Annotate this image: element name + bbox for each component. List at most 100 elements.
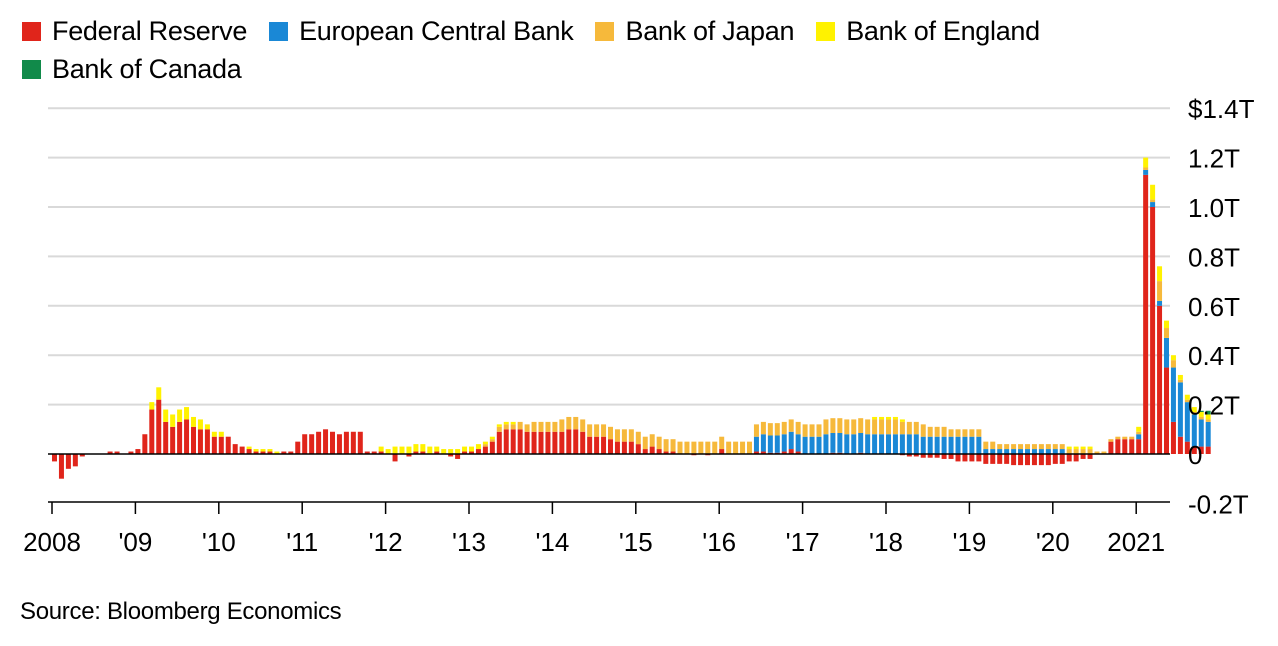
bar-segment: [1136, 431, 1142, 435]
legend-swatch: [269, 21, 289, 41]
bar-segment: [781, 434, 787, 452]
bar-segment: [538, 421, 544, 432]
bar-segment: [65, 454, 71, 469]
bar-segment: [184, 407, 190, 420]
legend-item: European Central Bank: [269, 12, 574, 50]
bar-segment: [295, 441, 301, 454]
bar-segment: [52, 454, 57, 462]
grid: [48, 107, 1170, 406]
x-tick-label: '13: [452, 527, 486, 557]
bar-segment: [545, 421, 551, 432]
y-tick-label: 1.0T: [1188, 193, 1240, 223]
bar-segment: [753, 436, 759, 452]
bar-segment: [983, 449, 989, 454]
legend-swatch: [816, 21, 836, 41]
bar-segment: [670, 439, 676, 452]
x-tick-label: 2021: [1107, 527, 1165, 557]
bar-segment: [364, 451, 370, 454]
bar-segment: [628, 429, 634, 442]
bar-segment: [990, 454, 996, 464]
bar-segment: [448, 454, 454, 457]
bar-segment: [489, 441, 495, 454]
bar-segment: [274, 451, 280, 454]
bar-segment: [1184, 402, 1190, 442]
bar-segment: [573, 416, 579, 430]
bar-segment: [204, 429, 210, 454]
bar-segment: [566, 416, 572, 430]
bar-segment: [927, 454, 933, 458]
bar-segment: [816, 436, 822, 454]
bar-segment: [997, 449, 1003, 454]
bar-segment: [1031, 454, 1037, 466]
bar-segment: [608, 439, 613, 454]
bar-segment: [1080, 449, 1086, 454]
bar-segment: [434, 446, 440, 452]
bar-segment: [462, 451, 468, 454]
bar-segment: [844, 434, 850, 454]
bar-segment: [225, 436, 231, 454]
bar-segment: [621, 429, 627, 442]
legend-label: European Central Bank: [299, 15, 574, 46]
bar-segment: [309, 434, 315, 454]
bar-segment: [1164, 337, 1169, 368]
bar-segment: [698, 441, 704, 454]
bar-segment: [218, 431, 224, 437]
bar-segment: [656, 449, 662, 454]
bar-segment: [1066, 454, 1072, 462]
bar-segment: [357, 431, 363, 454]
bar-segment: [1018, 449, 1024, 454]
bar-segment: [1038, 449, 1044, 454]
bar-segment: [1150, 199, 1156, 203]
bar-segment: [872, 434, 878, 454]
bar-segment: [823, 434, 829, 454]
bar-segment: [976, 436, 982, 454]
bar-segment: [58, 454, 64, 479]
x-tick-label: '10: [202, 527, 236, 557]
bar-segment: [865, 434, 871, 454]
bar-segment: [844, 419, 850, 435]
bar-segment: [1177, 379, 1183, 383]
bar-segment: [197, 419, 203, 430]
x-tick-label: 2008: [23, 527, 81, 557]
bar-segment: [510, 429, 516, 454]
bar-segment: [781, 451, 787, 454]
bar-segment: [1018, 444, 1024, 450]
bar-segment: [892, 419, 898, 435]
x-tick-label: '20: [1036, 527, 1070, 557]
bar-segment: [1150, 202, 1156, 207]
bar-segment: [837, 418, 843, 434]
bar-segment: [941, 454, 947, 459]
bar-segment: [1129, 436, 1135, 440]
bar-segment: [1129, 439, 1135, 454]
bar-segment: [1025, 454, 1030, 466]
bar-segment: [573, 429, 579, 454]
bar-segment: [906, 421, 912, 435]
bar-segment: [1108, 439, 1114, 442]
bar-segment: [906, 454, 912, 457]
bar-segment: [753, 424, 759, 437]
bar-segment: [760, 434, 766, 452]
bar-segment: [1205, 410, 1211, 415]
bar-segment: [330, 431, 335, 454]
bar-segment: [260, 449, 266, 452]
bar-segment: [1108, 441, 1114, 454]
bar-segment: [719, 449, 725, 454]
bar-segment: [538, 431, 544, 454]
bar-segment: [482, 444, 488, 447]
bar-segment: [823, 419, 829, 435]
bar-segment: [1101, 451, 1107, 454]
y-tick-label: -0.2T: [1188, 489, 1249, 519]
bar-segment: [1080, 446, 1086, 450]
bar-segment: [496, 424, 502, 427]
bar-segment: [455, 449, 461, 454]
bar-segment: [580, 419, 586, 432]
bar-segment: [614, 441, 620, 454]
bar-segment: [955, 429, 961, 437]
bar-segment: [385, 449, 391, 454]
bar-segment: [1087, 449, 1093, 454]
bar-segment: [524, 431, 530, 454]
bar-segment: [1011, 444, 1017, 450]
bar-segment: [976, 429, 982, 437]
bar-segment: [892, 434, 898, 454]
bar-segment: [517, 429, 523, 454]
